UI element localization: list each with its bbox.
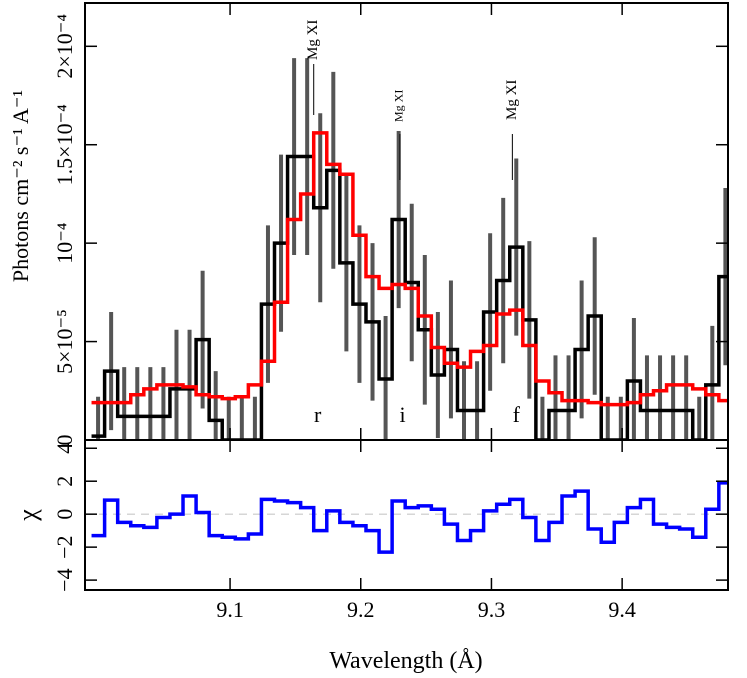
y-tick-label: 0 (52, 435, 77, 446)
x-tick-label: 9.4 (608, 597, 636, 622)
y-tick-label: 10⁻⁴ (52, 222, 77, 264)
y-tick-label: −2 (52, 535, 77, 558)
region-label: i (400, 402, 406, 427)
x-tick-label: 9.3 (478, 597, 506, 622)
line-label: Mg XI (504, 80, 520, 120)
x-tick-label: 9.1 (216, 597, 244, 622)
y-axis-label: χ (13, 509, 42, 522)
y-tick-label: 5×10⁻⁵ (52, 309, 77, 374)
plot-frame (84, 439, 729, 591)
plot-area (85, 481, 728, 554)
plot-area (91, 58, 728, 440)
y-axis-label: Photons cm⁻² s⁻¹ A⁻¹ (8, 90, 33, 282)
y-tick-label: −4 (52, 568, 77, 591)
x-axis-label: Wavelength (Å) (329, 648, 482, 674)
region-label: r (314, 402, 322, 427)
step-line (91, 131, 728, 407)
step-line (91, 481, 728, 554)
y-tick-label: 0 (52, 509, 77, 520)
y-tick-label: 2×10⁻⁴ (52, 14, 77, 79)
y-tick-label: 1.5×10⁻⁴ (52, 104, 77, 186)
x-tick-label: 9.2 (347, 597, 375, 622)
region-label: f (513, 402, 521, 427)
step-line (91, 154, 728, 440)
y-tick-label: 2 (52, 476, 77, 487)
line-label: Mg XI (305, 20, 321, 60)
line-label: Mg XI (392, 90, 406, 122)
y-tick-label: 4 (52, 443, 77, 454)
